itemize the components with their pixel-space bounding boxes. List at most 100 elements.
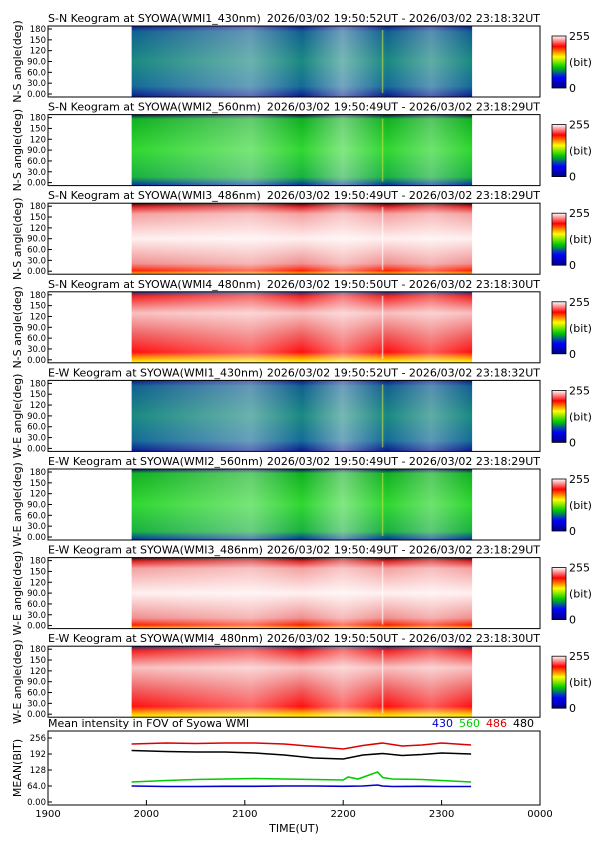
series-line-480 bbox=[131, 749, 472, 760]
colorbar-max: 255 bbox=[569, 650, 590, 663]
mean-series bbox=[131, 742, 472, 788]
y-tick-label: 180 bbox=[30, 557, 46, 567]
mean-y-tick-label: 128 bbox=[30, 766, 46, 776]
keogram-panel: E-W Keogram at SYOWA(WMI2_560nm) 2026/03/… bbox=[11, 455, 592, 547]
panel-title: E-W Keogram at SYOWA(WMI3_486nm) bbox=[48, 544, 263, 557]
keogram-texture bbox=[131, 557, 473, 629]
mean-legend: 480 486 560 430 bbox=[432, 717, 534, 730]
colorbar-max: 255 bbox=[569, 384, 590, 397]
legend-486: 486 bbox=[486, 717, 507, 730]
y-tick-label: 30.0 bbox=[27, 434, 46, 444]
y-tick-label: 150 bbox=[30, 390, 46, 400]
panel-title: S-N Keogram at SYOWA(WMI4_480nm) bbox=[48, 278, 261, 291]
y-tick-label: 90.0 bbox=[27, 589, 46, 599]
panel-time-range: 2026/03/02 19:50:52UT - 2026/03/02 23:18… bbox=[267, 12, 540, 25]
keogram-panel: S-N Keogram at SYOWA(WMI2_560nm) 2026/03/… bbox=[11, 101, 592, 192]
time-tick-label: 2000 bbox=[134, 809, 159, 820]
colorbar bbox=[551, 124, 567, 177]
colorbar bbox=[551, 478, 567, 532]
panel-title: E-W Keogram at SYOWA(WMI4_480nm) bbox=[48, 632, 263, 645]
legend-480: 480 bbox=[513, 717, 534, 730]
mean-y-tick-label: 256 bbox=[30, 734, 46, 744]
y-tick-label: 150 bbox=[30, 124, 46, 134]
panel-ylabel: W-E angle(deg) bbox=[11, 462, 24, 547]
y-tick-label: 30.0 bbox=[27, 611, 46, 621]
y-tick-label: 30.0 bbox=[27, 345, 46, 355]
colorbar-max: 255 bbox=[569, 296, 590, 309]
time-axis-label: TIME(UT) bbox=[268, 822, 319, 835]
colorbar-unit: (bit) bbox=[569, 588, 592, 601]
series-line-486 bbox=[131, 742, 472, 750]
y-tick-label: 120 bbox=[30, 667, 46, 677]
keogram-panel: E-W Keogram at SYOWA(WMI4_480nm) 2026/03/… bbox=[11, 632, 592, 724]
mean-y-ticks: 256 192 128 64.0 0.00 bbox=[27, 734, 52, 808]
y-tick-label: 150 bbox=[30, 213, 46, 223]
colorbar-unit: (bit) bbox=[569, 499, 592, 512]
y-tick-label: 60.0 bbox=[27, 600, 46, 610]
y-tick-label: 30.0 bbox=[27, 699, 46, 709]
colorbar bbox=[551, 212, 567, 266]
y-tick-label: 150 bbox=[30, 567, 46, 577]
colorbar bbox=[551, 389, 567, 443]
legend-560: 560 bbox=[459, 717, 480, 730]
keogram-texture bbox=[131, 26, 473, 97]
mean-y-tick-label: 64.0 bbox=[27, 782, 46, 792]
panel-ylabel: N-S angle(deg) bbox=[11, 20, 24, 103]
y-tick-label: 0.00 bbox=[27, 533, 46, 543]
keogram-texture bbox=[131, 469, 473, 540]
y-tick-label: 180 bbox=[30, 468, 46, 478]
panel-time-range: 2026/03/02 19:50:49UT - 2026/03/02 23:18… bbox=[267, 544, 540, 557]
colorbar-min: 0 bbox=[569, 259, 576, 272]
colorbar bbox=[551, 35, 567, 89]
colorbar-max: 255 bbox=[569, 119, 590, 132]
y-tick-label: 60.0 bbox=[27, 157, 46, 167]
y-tick-label: 90.0 bbox=[27, 412, 46, 422]
y-tick-label: 90.0 bbox=[27, 58, 46, 68]
keogram-panel: E-W Keogram at SYOWA(WMI3_486nm) 2026/03/… bbox=[11, 544, 592, 636]
keogram-panel: E-W Keogram at SYOWA(WMI1_430nm) 2026/03/… bbox=[11, 366, 592, 458]
colorbar-max: 255 bbox=[569, 30, 590, 43]
panel-title: S-N Keogram at SYOWA(WMI1_430nm) bbox=[48, 12, 261, 25]
keogram-texture bbox=[131, 291, 473, 363]
y-tick-label: 60.0 bbox=[27, 68, 46, 78]
colorbar-min: 0 bbox=[569, 82, 576, 95]
panel-ylabel: W-E angle(deg) bbox=[11, 374, 24, 459]
y-tick-label: 30.0 bbox=[27, 79, 46, 89]
keogram-texture bbox=[131, 646, 473, 718]
panel-ylabel: N-S angle(deg) bbox=[11, 109, 24, 192]
panel-title: S-N Keogram at SYOWA(WMI3_486nm) bbox=[48, 189, 261, 202]
panel-time-range: 2026/03/02 19:50:49UT - 2026/03/02 23:18… bbox=[267, 189, 540, 202]
y-tick-label: 120 bbox=[30, 224, 46, 234]
mean-y-tick-label: 0.00 bbox=[27, 798, 46, 808]
y-tick-label: 120 bbox=[30, 135, 46, 145]
y-tick-label: 180 bbox=[30, 379, 46, 389]
y-tick-label: 180 bbox=[30, 645, 46, 655]
y-tick-label: 90.0 bbox=[27, 678, 46, 688]
y-tick-label: 120 bbox=[30, 578, 46, 588]
y-tick-label: 60.0 bbox=[27, 423, 46, 433]
y-tick-label: 90.0 bbox=[27, 501, 46, 511]
panel-time-range: 2026/03/02 19:50:50UT - 2026/03/02 23:18… bbox=[267, 278, 540, 291]
colorbar-min: 0 bbox=[569, 171, 576, 184]
colorbar-unit: (bit) bbox=[569, 322, 592, 335]
colorbar bbox=[551, 655, 567, 709]
panel-ylabel: W-E angle(deg) bbox=[11, 639, 24, 724]
colorbar-max: 255 bbox=[569, 207, 590, 220]
colorbar-min: 0 bbox=[569, 614, 576, 627]
colorbar-unit: (bit) bbox=[569, 676, 592, 689]
y-tick-label: 30.0 bbox=[27, 256, 46, 266]
y-tick-label: 0.00 bbox=[27, 622, 46, 632]
y-tick-label: 60.0 bbox=[27, 689, 46, 699]
colorbar-min: 0 bbox=[569, 436, 576, 449]
y-tick-label: 0.00 bbox=[27, 444, 46, 454]
time-tick-label: 2200 bbox=[330, 809, 355, 820]
y-tick-label: 180 bbox=[30, 114, 46, 124]
panel-ylabel: W-E angle(deg) bbox=[11, 551, 24, 636]
y-tick-label: 0.00 bbox=[27, 710, 46, 720]
y-tick-label: 120 bbox=[30, 401, 46, 411]
y-tick-label: 60.0 bbox=[27, 246, 46, 256]
y-tick-label: 120 bbox=[30, 47, 46, 57]
y-tick-label: 90.0 bbox=[27, 235, 46, 245]
y-tick-label: 90.0 bbox=[27, 146, 46, 156]
